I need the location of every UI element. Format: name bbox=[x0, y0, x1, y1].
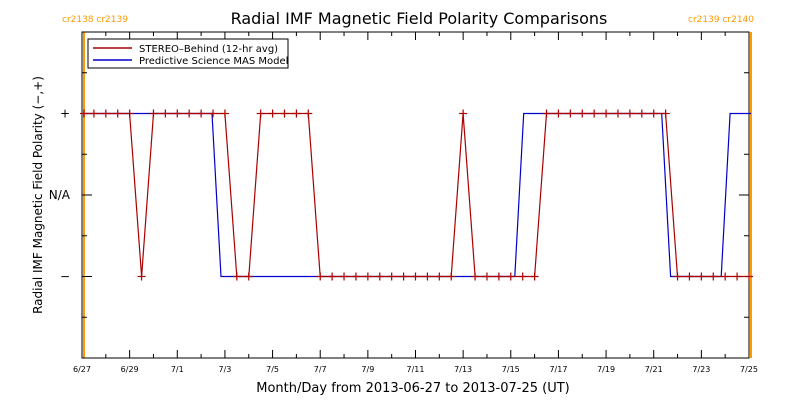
rotation-label: cr2139 cr2140 bbox=[688, 15, 754, 25]
data-point-marker bbox=[649, 109, 658, 118]
series-line-mas-model bbox=[84, 112, 751, 278]
data-point-marker bbox=[220, 109, 229, 118]
data-point-marker bbox=[423, 272, 432, 281]
data-point-marker bbox=[661, 109, 670, 118]
data-point-marker bbox=[173, 109, 182, 118]
data-point-marker bbox=[197, 109, 206, 118]
data-point-marker bbox=[399, 272, 408, 281]
data-point-marker bbox=[328, 272, 337, 281]
x-tick-label: 7/23 bbox=[692, 365, 710, 374]
data-point-marker bbox=[137, 272, 146, 281]
data-point-marker bbox=[340, 272, 349, 281]
rotation-label: cr2138 cr2139 bbox=[62, 15, 128, 25]
data-point-marker bbox=[185, 109, 194, 118]
chart-title: Radial IMF Magnetic Field Polarity Compa… bbox=[231, 9, 608, 28]
data-point-marker bbox=[745, 272, 753, 281]
x-tick-label: 7/25 bbox=[740, 365, 758, 374]
x-tick-label: 7/19 bbox=[597, 365, 615, 374]
data-point-marker bbox=[304, 109, 313, 118]
y-tick-label: + bbox=[60, 107, 70, 121]
x-tick-label: 7/1 bbox=[171, 365, 184, 374]
data-point-marker bbox=[435, 272, 444, 281]
x-tick-label: 7/9 bbox=[361, 365, 374, 374]
x-tick-label: 7/21 bbox=[645, 365, 663, 374]
data-point-marker bbox=[637, 109, 646, 118]
data-point-marker bbox=[351, 272, 360, 281]
data-point-marker bbox=[625, 109, 634, 118]
data-point-marker bbox=[292, 109, 301, 118]
x-tick-label: 6/29 bbox=[121, 365, 139, 374]
data-point-marker bbox=[113, 109, 122, 118]
data-point-marker bbox=[721, 272, 730, 281]
data-point-marker bbox=[280, 109, 289, 118]
legend-label-stereo-behind: STEREO–Behind (12-hr avg) bbox=[139, 44, 278, 55]
series-layer bbox=[79, 109, 753, 281]
data-point-marker bbox=[79, 109, 88, 118]
data-point-marker bbox=[232, 272, 241, 281]
data-point-marker bbox=[244, 272, 253, 281]
x-tick-label: 7/15 bbox=[502, 365, 520, 374]
data-point-marker bbox=[590, 109, 599, 118]
data-point-marker bbox=[316, 272, 325, 281]
data-point-marker bbox=[89, 109, 98, 118]
data-point-marker bbox=[256, 109, 265, 118]
data-point-marker bbox=[494, 272, 503, 281]
data-point-marker bbox=[709, 272, 718, 281]
x-tick-label: 7/13 bbox=[454, 365, 472, 374]
y-tick-label: − bbox=[60, 270, 70, 284]
data-point-marker bbox=[363, 272, 372, 281]
x-tick-label: 6/27 bbox=[73, 365, 91, 374]
data-point-marker bbox=[613, 109, 622, 118]
x-tick-label: 7/17 bbox=[549, 365, 567, 374]
data-point-marker bbox=[209, 109, 218, 118]
data-point-marker bbox=[459, 109, 468, 118]
x-axis-ticks: 6/27 6/29 7/1 7/3 7/5 7/7 7/9 7/11 7/13 7/15 7/17 7… bbox=[73, 32, 758, 374]
data-point-marker bbox=[482, 272, 491, 281]
y-axis-ticks: + N/A − bbox=[49, 31, 749, 359]
x-tick-label: 7/3 bbox=[218, 365, 231, 374]
data-point-marker bbox=[673, 272, 682, 281]
data-point-marker bbox=[471, 272, 480, 281]
data-point-marker bbox=[602, 109, 611, 118]
x-axis-label: Month/Day from 2013-06-27 to 2013-07-25 … bbox=[256, 381, 569, 396]
data-point-marker bbox=[125, 109, 134, 118]
data-point-marker bbox=[697, 272, 706, 281]
data-point-marker bbox=[411, 272, 420, 281]
data-point-marker bbox=[566, 109, 575, 118]
legend-box bbox=[87, 38, 289, 69]
data-point-marker bbox=[375, 272, 384, 281]
data-point-marker bbox=[387, 272, 396, 281]
data-point-marker bbox=[506, 272, 515, 281]
data-point-marker bbox=[578, 109, 587, 118]
legend: STEREO–Behind (12-hr avg) Predictive Sci… bbox=[87, 38, 289, 69]
data-point-marker bbox=[733, 272, 742, 281]
data-point-marker bbox=[554, 109, 563, 118]
x-tick-label: 7/7 bbox=[314, 365, 327, 374]
data-point-marker bbox=[447, 272, 456, 281]
plot-frame bbox=[81, 31, 750, 359]
legend-label-mas-model: Predictive Science MAS Model bbox=[139, 56, 288, 67]
y-tick-label: N/A bbox=[49, 188, 71, 202]
data-point-marker bbox=[149, 109, 158, 118]
data-point-marker bbox=[542, 109, 551, 118]
data-point-marker bbox=[161, 109, 170, 118]
data-point-marker bbox=[101, 109, 110, 118]
y-axis-label: Radial IMF Magnetic Field Polarity (−,+) bbox=[31, 76, 45, 314]
x-tick-label: 7/11 bbox=[407, 365, 425, 374]
data-point-marker bbox=[268, 109, 277, 118]
data-point-marker bbox=[530, 272, 539, 281]
data-point-marker bbox=[685, 272, 694, 281]
x-tick-label: 7/5 bbox=[266, 365, 279, 374]
series-line-stereo-behind bbox=[84, 112, 749, 278]
data-point-marker bbox=[518, 272, 527, 281]
